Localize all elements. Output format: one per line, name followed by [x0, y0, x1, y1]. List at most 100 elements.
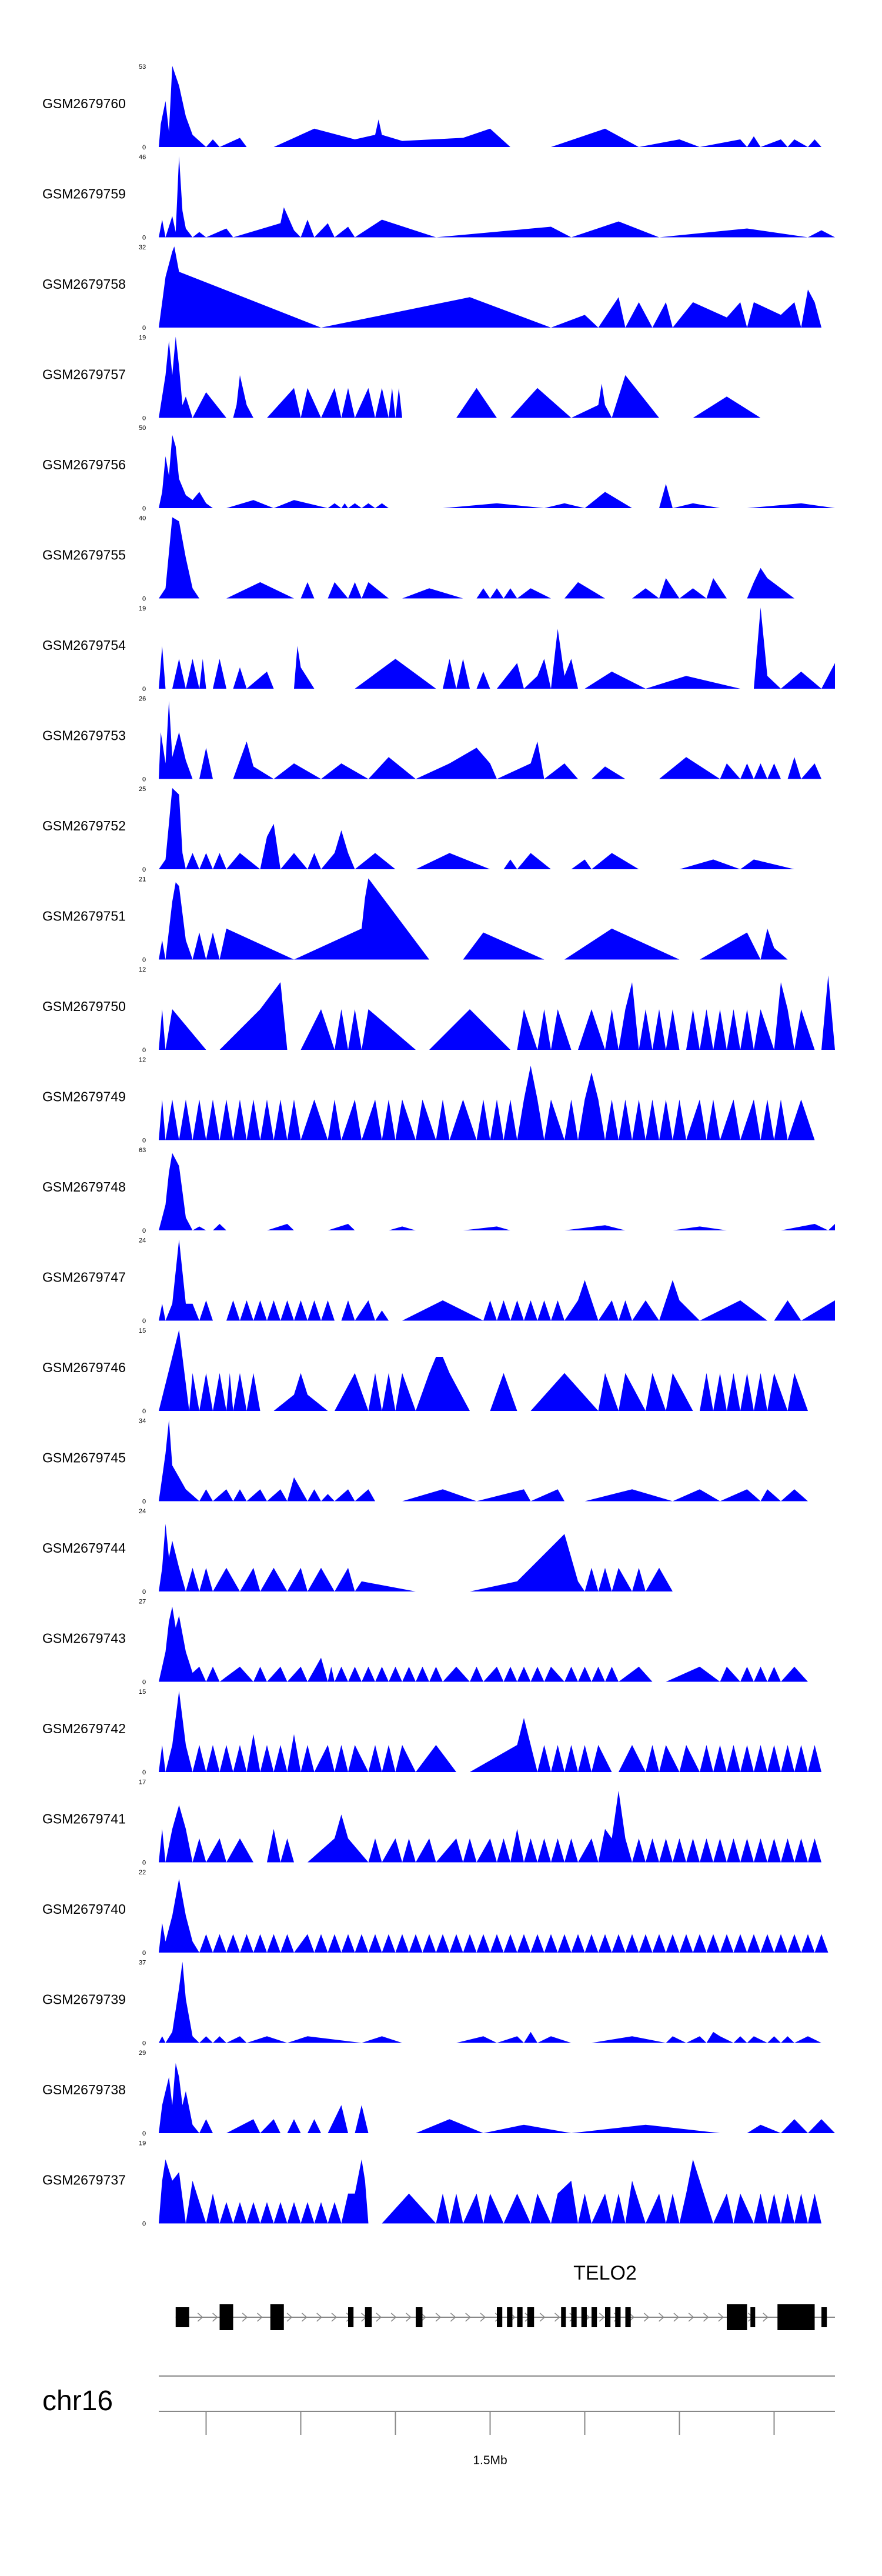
gene-strand-chevron	[554, 2313, 560, 2322]
track: GSM2679741 17 0	[42, 1779, 835, 1867]
track: GSM2679751 21 0	[42, 876, 835, 964]
track: GSM2679750 12 0	[42, 966, 835, 1054]
track-sample-label: GSM2679753	[42, 728, 126, 743]
y-tick-max: 50	[139, 425, 146, 432]
coverage-area	[159, 246, 835, 328]
coverage-area	[159, 156, 835, 238]
y-tick-max: 19	[139, 605, 146, 612]
y-tick-max: 21	[139, 876, 146, 883]
track: GSM2679758 32 0	[42, 244, 835, 332]
y-tick-max: 15	[139, 1689, 146, 1696]
gene-exon	[592, 2307, 597, 2327]
y-tick-max: 25	[139, 786, 146, 793]
gene-strand-chevron	[242, 2313, 248, 2322]
gene-exon	[821, 2307, 827, 2327]
gene-strand-chevron	[763, 2313, 769, 2322]
gene-strand-chevron	[212, 2313, 218, 2322]
gene-strand-chevron	[286, 2313, 293, 2322]
track-sample-label: GSM2679738	[42, 2082, 126, 2097]
coverage-area	[159, 700, 835, 779]
y-tick-zero: 0	[142, 1137, 146, 1144]
y-tick-max: 19	[139, 2140, 146, 2147]
y-tick-max: 40	[139, 515, 146, 522]
gene-exon	[561, 2307, 566, 2327]
gene-strand-chevron	[673, 2313, 680, 2322]
y-tick-max: 24	[139, 1237, 146, 1244]
y-tick-zero: 0	[142, 1047, 146, 1054]
gene-strand-chevron	[376, 2313, 382, 2322]
gene-strand-chevron	[703, 2313, 709, 2322]
coverage-area	[159, 66, 835, 147]
y-tick-zero: 0	[142, 1950, 146, 1957]
track-sample-label: GSM2679756	[42, 457, 126, 472]
coverage-area	[159, 435, 835, 508]
gene-strand-chevron	[301, 2313, 308, 2322]
gene-exon	[416, 2307, 423, 2327]
y-tick-max: 53	[139, 64, 146, 71]
track-sample-label: GSM2679755	[42, 548, 126, 563]
track-sample-label: GSM2679759	[42, 186, 126, 202]
track-sample-label: GSM2679743	[42, 1631, 126, 1646]
coverage-area	[159, 2063, 835, 2133]
gene-strand-chevron	[688, 2313, 694, 2322]
y-tick-max: 15	[139, 1327, 146, 1334]
track-sample-label: GSM2679742	[42, 1721, 126, 1736]
coverage-area	[159, 788, 835, 869]
gene-strand-chevron	[331, 2313, 338, 2322]
track: GSM2679760 53 0	[42, 64, 835, 151]
gene-exon	[750, 2307, 756, 2327]
gene-strand-chevron	[197, 2313, 203, 2322]
track-sample-label: GSM2679740	[42, 1901, 126, 1917]
y-tick-zero: 0	[142, 2221, 146, 2228]
y-tick-zero: 0	[142, 776, 146, 783]
track-sample-label: GSM2679744	[42, 1540, 126, 1556]
coverage-area	[159, 1606, 835, 1682]
track: GSM2679753 26 0	[42, 696, 835, 783]
y-tick-max: 12	[139, 1057, 146, 1064]
y-tick-zero: 0	[142, 1318, 146, 1325]
gene-exon	[497, 2307, 503, 2327]
track-sample-label: GSM2679752	[42, 818, 126, 833]
coverage-area	[159, 1066, 835, 1140]
coverage-area	[159, 1524, 835, 1591]
coverage-area	[159, 1420, 835, 1501]
y-tick-zero: 0	[142, 1227, 146, 1234]
track: GSM2679757 19 0	[42, 335, 835, 422]
gene-strand-chevron	[316, 2313, 322, 2322]
gene-exon	[581, 2307, 587, 2327]
track: GSM2679740 22 0	[42, 1869, 835, 1957]
y-tick-max: 19	[139, 335, 146, 342]
y-tick-zero: 0	[142, 957, 146, 964]
track: GSM2679739 37 0	[42, 1960, 835, 2047]
coverage-area	[159, 975, 835, 1050]
chromosome-label: chr16	[42, 2385, 113, 2417]
track: GSM2679746 15 0	[42, 1327, 835, 1415]
y-tick-max: 26	[139, 696, 146, 703]
track: GSM2679755 40 0	[42, 515, 835, 603]
y-tick-zero: 0	[142, 415, 146, 422]
gene-exon	[625, 2307, 631, 2327]
y-tick-max: 34	[139, 1418, 146, 1425]
track: GSM2679742 15 0	[42, 1689, 835, 1776]
track: GSM2679752 25 0	[42, 786, 835, 873]
track: GSM2679743 27 0	[42, 1599, 835, 1686]
gene-exon	[605, 2307, 611, 2327]
track-sample-label: GSM2679737	[42, 2173, 126, 2188]
gene-exon	[727, 2304, 747, 2330]
y-tick-max: 17	[139, 1779, 146, 1786]
gene-exon	[365, 2307, 372, 2327]
track-sample-label: GSM2679746	[42, 1360, 126, 1375]
coverage-area	[159, 1790, 835, 1863]
gene-strand-chevron	[257, 2313, 263, 2322]
y-tick-max: 63	[139, 1147, 146, 1154]
track: GSM2679759 46 0	[42, 154, 835, 242]
y-tick-max: 37	[139, 1960, 146, 1967]
track: GSM2679749 12 0	[42, 1057, 835, 1144]
gene-strand-chevron	[406, 2313, 412, 2322]
y-tick-max: 27	[139, 1599, 146, 1606]
y-tick-zero: 0	[142, 1679, 146, 1686]
coverage-area	[159, 1153, 835, 1230]
track-sample-label: GSM2679758	[42, 276, 126, 292]
gene-exon	[777, 2304, 815, 2330]
track-sample-label: GSM2679745	[42, 1450, 126, 1466]
